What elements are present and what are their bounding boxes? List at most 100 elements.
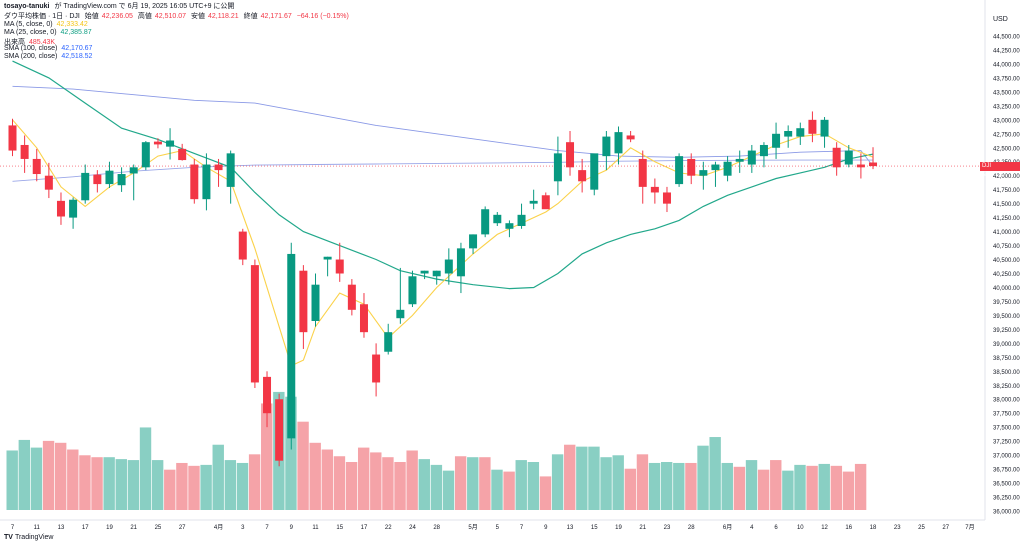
candle-body (153, 141, 162, 145)
candle-body (287, 253, 296, 439)
x-tick-label: 18 (870, 525, 877, 531)
volume-bar (721, 462, 733, 510)
volume-bar (818, 463, 830, 510)
candle-body (711, 164, 720, 171)
candle-body (263, 376, 272, 414)
volume-bar (624, 468, 637, 510)
x-tick-label: 21 (130, 525, 137, 531)
candle-body (250, 265, 259, 383)
legend-volume[interactable]: 出来高 485.43K (4, 39, 56, 46)
volume-bar (588, 446, 600, 510)
author[interactable]: tosayo-tanuki (4, 3, 50, 10)
x-tick-label: 25 (155, 525, 162, 531)
volume-bar (685, 462, 697, 510)
y-tick-label: 44,250.00 (993, 48, 1020, 54)
x-tick-label: 6 (774, 525, 778, 531)
candle-body (408, 276, 417, 305)
volume-bar (394, 462, 406, 510)
x-tick-label: 9 (544, 525, 548, 531)
candle-body (578, 170, 587, 182)
volume-bar (357, 447, 370, 510)
volume-bar (454, 456, 467, 510)
legend-ma25[interactable]: MA (25, close, 0) 42,385.87 (4, 29, 92, 36)
candle-body (869, 162, 878, 167)
volume-bar (697, 445, 709, 510)
volume-bar (564, 444, 576, 510)
candle-body (456, 248, 465, 277)
legend-ma5[interactable]: MA (5, close, 0) 42,333.42 (4, 21, 88, 28)
volume-bar (600, 457, 612, 510)
volume-bar (733, 466, 746, 510)
sma200-line (12, 159, 873, 182)
volume-bar (54, 442, 67, 510)
candle-body (214, 164, 223, 171)
candle-body (517, 214, 526, 226)
x-tick-label: 19 (615, 525, 622, 531)
volume-bar (467, 457, 479, 510)
candle-body (141, 142, 150, 168)
y-tick-label: 41,250.00 (993, 216, 1020, 222)
candle-body (662, 192, 671, 204)
x-tick-label: 9 (290, 525, 294, 531)
candle-body (56, 200, 65, 217)
candle-body (275, 399, 284, 461)
volume-bar (236, 462, 249, 510)
candle-body (129, 167, 138, 174)
volume-bar (576, 446, 588, 510)
candle-body (844, 150, 853, 165)
candle-body (687, 158, 696, 176)
volume-bar (430, 464, 443, 510)
volume-bar (103, 457, 115, 510)
y-tick-label: 39,500.00 (993, 314, 1020, 320)
volume-bar (79, 455, 91, 510)
volume-bar (248, 454, 261, 510)
y-tick-label: 39,750.00 (993, 300, 1020, 306)
volume-bar (224, 460, 237, 510)
volume-bar (212, 444, 224, 510)
candle-body (8, 125, 17, 151)
candle-body (784, 131, 793, 137)
volume-bar (297, 421, 309, 510)
currency-label: USD (993, 16, 1008, 23)
volume-bar (503, 471, 515, 510)
y-tick-label: 39,250.00 (993, 328, 1020, 334)
x-tick-label: 15 (336, 525, 343, 531)
y-tick-label: 44,500.00 (993, 35, 1020, 41)
x-tick-label: 10 (797, 525, 804, 531)
y-tick-label: 43,500.00 (993, 90, 1020, 96)
y-tick-label: 42,000.00 (993, 174, 1020, 180)
legend-sma200[interactable]: SMA (200, close) 42,518.52 (4, 53, 93, 60)
volume-bar (794, 464, 806, 510)
candle-body (432, 270, 441, 277)
volume-bar (660, 462, 673, 510)
y-tick-label: 36,500.00 (993, 482, 1020, 488)
candle-body (32, 158, 41, 175)
candle-body (105, 170, 114, 185)
candle-body (541, 195, 550, 210)
y-tick-label: 40,000.00 (993, 286, 1020, 292)
header-bar: tosayo-tanuki が TradingView.com で 6月 19,… (4, 1, 237, 11)
candle-body (796, 128, 805, 137)
tradingview-logo[interactable]: TV TradingView (4, 534, 54, 541)
candle-body (808, 119, 817, 134)
ma25-line (12, 60, 874, 290)
candle-body (384, 332, 393, 352)
candle-body (117, 174, 126, 186)
volume-bar (830, 465, 843, 510)
candle-body (566, 142, 575, 168)
sma100-line (12, 85, 874, 167)
candle-body (469, 234, 478, 249)
legend-sma100[interactable]: SMA (100, close) 42,170.67 (4, 45, 93, 52)
candle-body (372, 354, 381, 383)
x-tick-label: 24 (409, 525, 416, 531)
volume-bar (854, 463, 867, 510)
volume-bar (406, 450, 418, 510)
y-tick-label: 37,750.00 (993, 412, 1020, 418)
x-tick-label: 25 (918, 525, 925, 531)
volume-bar (6, 450, 18, 510)
x-tick-label: 3 (241, 525, 245, 531)
y-tick-label: 36,250.00 (993, 496, 1020, 502)
ohlc-line: ダウ平均株価 · 1日 · DJI 始値 42,236.05 高値 42,510.0… (4, 13, 349, 20)
candle-body (396, 309, 405, 319)
